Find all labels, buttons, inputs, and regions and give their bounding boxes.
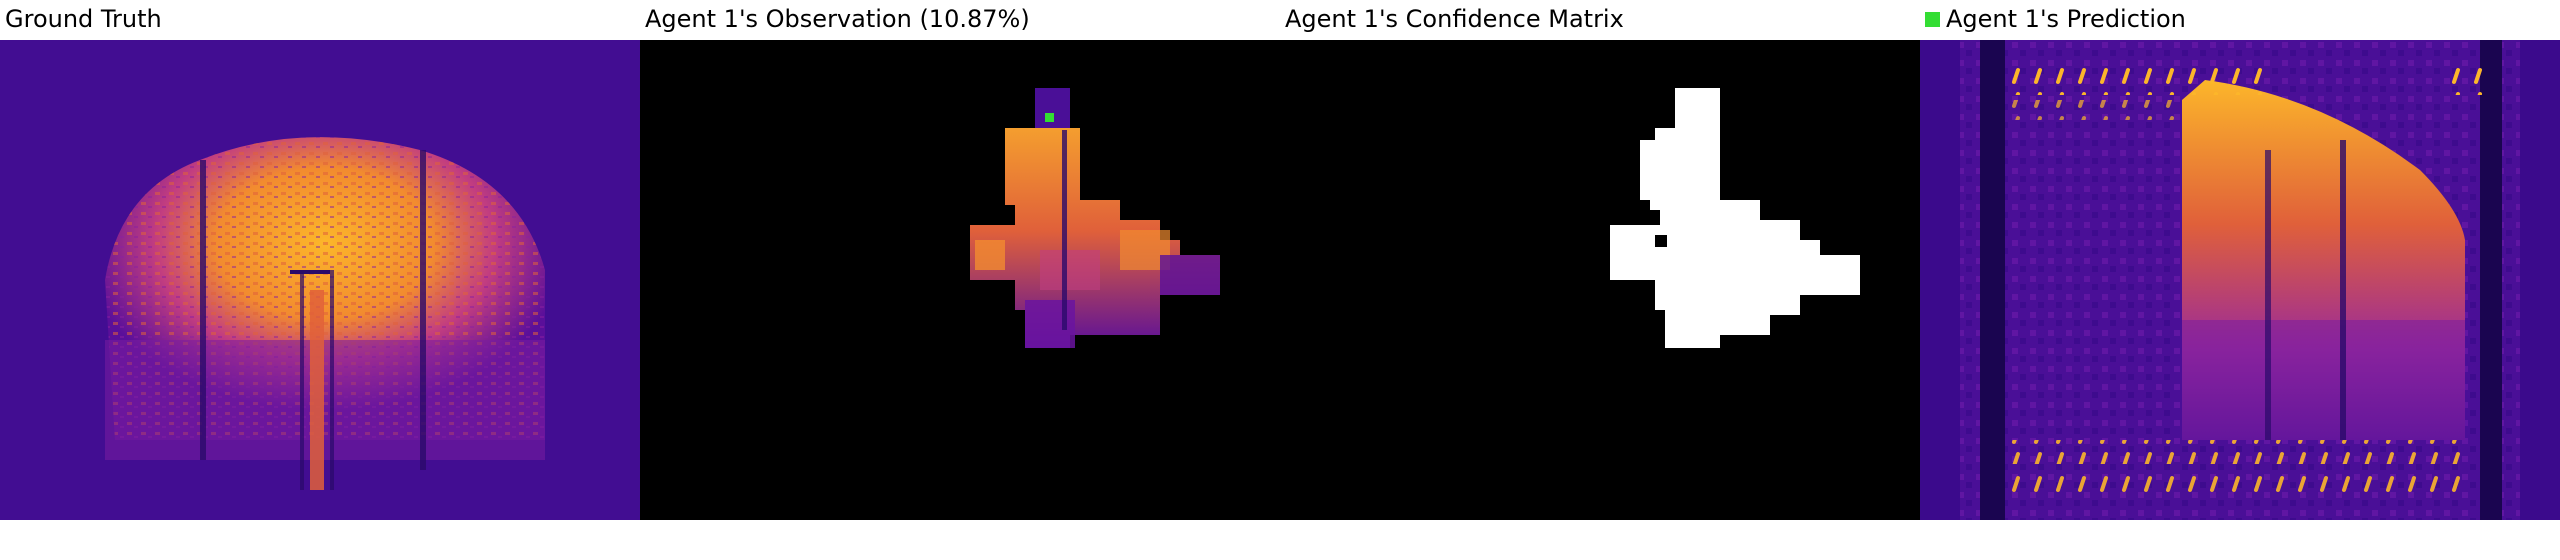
prediction-heatmap <box>1920 40 2560 520</box>
confidence-title-text: Agent 1's Confidence Matrix <box>1285 5 1624 33</box>
observation-heatmap <box>640 40 1280 520</box>
ground-truth-title-text: Ground Truth <box>5 5 162 33</box>
agent-legend-swatch <box>1925 11 1940 27</box>
confidence-image <box>1280 40 1920 520</box>
observation-title: Agent 1's Observation (10.87%) <box>645 2 1030 36</box>
prediction-title-text: Agent 1's Prediction <box>1946 5 2186 33</box>
confidence-title: Agent 1's Confidence Matrix <box>1285 2 1624 36</box>
prediction-title: Agent 1's Prediction <box>1925 2 2186 36</box>
ground-truth-title: Ground Truth <box>5 2 162 36</box>
ground-truth-heatmap <box>0 40 640 520</box>
confidence-panel: Agent 1's Confidence Matrix <box>1280 0 1920 520</box>
prediction-image <box>1920 40 2560 520</box>
confidence-mask <box>1280 40 1920 520</box>
agent-marker <box>1045 113 1054 122</box>
ground-truth-image <box>0 40 640 520</box>
ground-truth-panel: Ground Truth <box>0 0 640 520</box>
observation-image <box>640 40 1280 520</box>
observation-title-text: Agent 1's Observation (10.87%) <box>645 5 1030 33</box>
observation-panel: Agent 1's Observation (10.87%) <box>640 0 1280 520</box>
prediction-panel: Agent 1's Prediction <box>1920 0 2560 520</box>
